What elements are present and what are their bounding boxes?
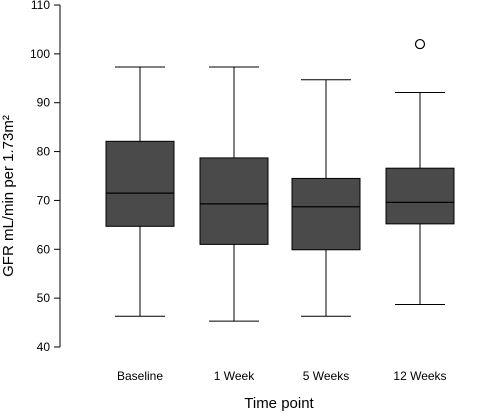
iqr-box [385, 167, 455, 225]
box-3 [291, 79, 361, 317]
y-tick-label: 50 [37, 291, 51, 305]
y-tick-label: 110 [31, 0, 50, 12]
iqr-box [291, 177, 361, 251]
y-tick-label: 40 [37, 340, 51, 354]
y-tick-label: 90 [37, 96, 51, 110]
y-tick-label: 70 [37, 193, 51, 207]
outlier-point [414, 38, 426, 50]
box-2 [199, 66, 269, 322]
y-tick-label: 80 [37, 145, 51, 159]
boxes [105, 38, 455, 322]
x-category-label: 12 Weeks [393, 369, 446, 383]
box-1 [105, 66, 175, 317]
x-category-label: Baseline [117, 369, 163, 383]
y-axis-title: GFR mL/min per 1.73m² [0, 115, 17, 277]
x-category-labels: Baseline 1 Week 5 Weeks 12 Weeks [117, 369, 447, 383]
iqr-box [105, 140, 175, 227]
box-4 [385, 38, 455, 305]
y-axis: 40 50 60 70 80 90 100 110 [30, 0, 61, 354]
x-category-label: 5 Weeks [303, 369, 349, 383]
y-ticks: 40 50 60 70 80 90 100 110 [30, 0, 60, 354]
y-tick-label: 60 [37, 242, 51, 256]
y-tick-label: 100 [30, 47, 50, 61]
iqr-box [199, 157, 269, 245]
x-category-label: 1 Week [214, 369, 255, 383]
x-axis-title: Time point [244, 395, 314, 412]
